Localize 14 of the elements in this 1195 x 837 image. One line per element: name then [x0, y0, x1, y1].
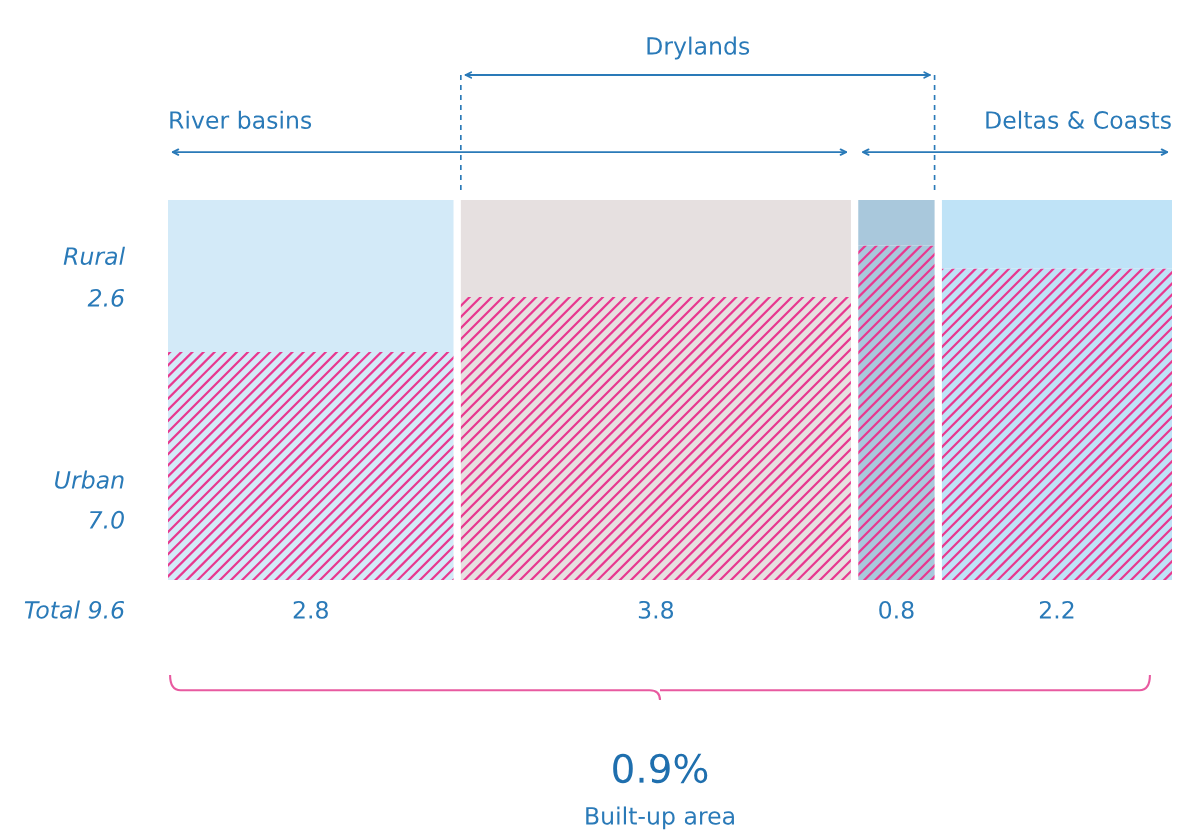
text: River basins [170, 110, 312, 129]
text: 2.6 [87, 288, 125, 307]
series-label: Urban [55, 470, 124, 489]
text: Total 9.6 [24, 600, 125, 619]
series-label: Rural [63, 246, 126, 265]
x-tick-label: 2.2 [1039, 600, 1074, 619]
text: 7.0 [89, 510, 124, 529]
text: Drylands [647, 36, 750, 60]
x-tick-label: 2.8 [293, 600, 328, 619]
text: 0.9% [613, 753, 708, 784]
x-tick-label: 0.8 [879, 600, 914, 619]
x-tick-label: 3.8 [638, 600, 674, 619]
text: Built-up area [586, 806, 734, 830]
text: Deltas & Coasts [986, 110, 1171, 129]
